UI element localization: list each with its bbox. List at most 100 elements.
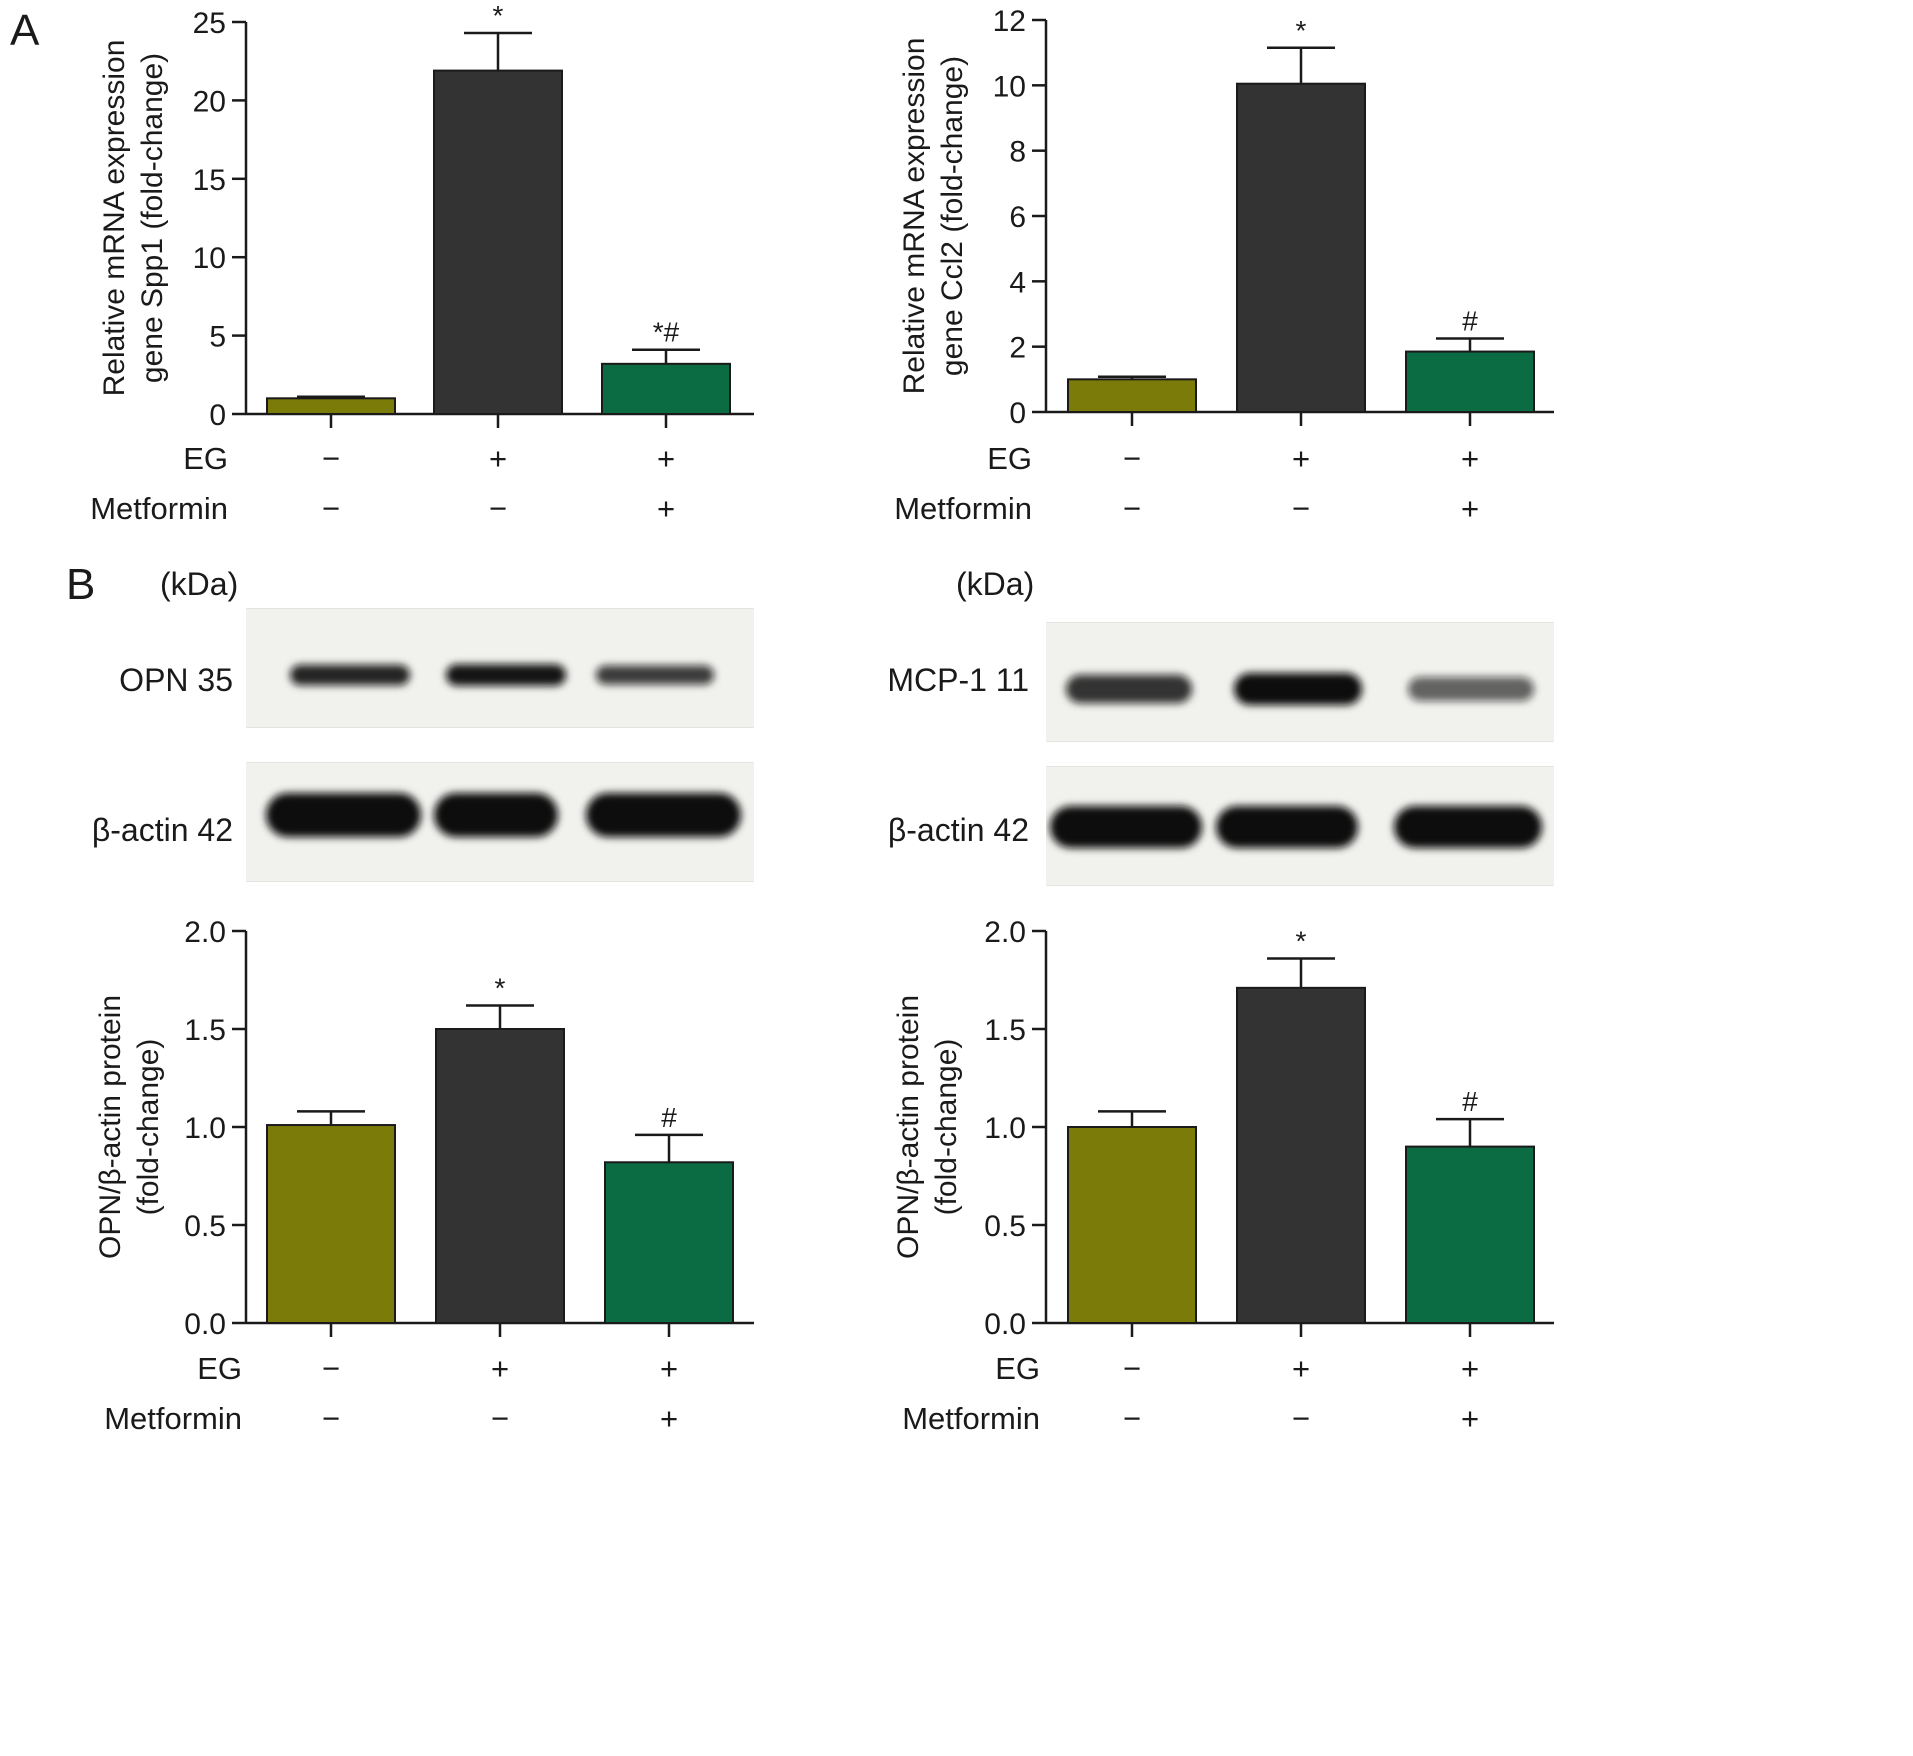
chart-3: 0.0 0.5 1.0 1.5 2.0 OPN/β-actin protein (fold-… <box>94 916 754 1436</box>
opn-bands <box>290 664 714 686</box>
bar-control <box>1067 1126 1197 1324</box>
condition-row-label: EG <box>987 441 1032 476</box>
condition-symbol: − <box>489 491 507 526</box>
y-tick-label: 12 <box>993 5 1026 38</box>
y-tick-label: 1.5 <box>184 1014 226 1047</box>
condition-row-label: EG <box>995 1351 1040 1386</box>
opn-blot-strip <box>246 608 754 728</box>
y-tick-label: 0.5 <box>984 1210 1026 1243</box>
mcp1-actin-blot-strip <box>1046 766 1554 886</box>
blot-band <box>1234 673 1362 705</box>
significance-mark: # <box>1462 306 1478 337</box>
blot-band <box>266 793 421 837</box>
y-tick-label: 25 <box>193 7 226 40</box>
blot-band <box>1394 806 1542 848</box>
chart-2: 0 2 4 6 8 10 12 Relative mRNA expression gene Cc… <box>894 5 1554 526</box>
y-tick-label: 1.0 <box>984 1112 1026 1145</box>
condition-symbol: − <box>1123 1401 1141 1436</box>
blot-band <box>586 793 741 837</box>
condition-symbol: + <box>1461 1401 1479 1436</box>
condition-symbol: − <box>322 491 340 526</box>
condition-symbol: + <box>1292 1351 1310 1386</box>
mcp1-blot-label: MCP-1 11 <box>887 662 1029 698</box>
kda-label-right: (kDa) <box>956 566 1035 602</box>
condition-symbol: − <box>491 1401 509 1436</box>
significance-mark: * <box>1296 15 1307 46</box>
y-axis-label: Relative mRNA expression <box>98 40 131 397</box>
condition-symbol: + <box>1461 441 1479 476</box>
blot-band <box>446 664 566 686</box>
condition-symbol: − <box>1292 1401 1310 1436</box>
blot-band <box>1050 806 1202 848</box>
opn-actin-blot-label: β-actin 42 <box>91 812 233 848</box>
condition-symbol: + <box>657 441 675 476</box>
condition-symbol: + <box>1292 441 1310 476</box>
y-tick-label: 8 <box>1009 136 1026 169</box>
significance-mark: # <box>1462 1086 1478 1117</box>
y-tick-label: 1.5 <box>984 1014 1026 1047</box>
blot-band <box>1066 674 1192 704</box>
y-tick-label: 0.0 <box>984 1308 1026 1341</box>
opn-actin-blot-strip <box>246 762 754 882</box>
y-tick-label: 2 <box>1009 332 1026 365</box>
opn-actin-bands <box>266 793 741 837</box>
y-tick-label: 10 <box>993 70 1026 103</box>
y-axis-label: (fold-change) <box>930 1039 963 1216</box>
condition-symbol: + <box>660 1351 678 1386</box>
blot-band <box>290 664 410 686</box>
y-axis-label: gene Spp1 (fold-change) <box>136 53 169 383</box>
bar-eg_metformin <box>601 362 731 416</box>
bar-control <box>266 397 396 416</box>
mcp1-actin-blot-label: β-actin 42 <box>887 812 1029 848</box>
chart-4: 0.0 0.5 1.0 1.5 2.0 OPN/β-actin protein (fold-… <box>892 916 1554 1436</box>
condition-symbol: + <box>491 1351 509 1386</box>
condition-symbol: − <box>322 1351 340 1386</box>
blot-band <box>434 793 558 837</box>
bar-eg <box>1236 986 1366 1325</box>
y-tick-label: 4 <box>1009 266 1026 299</box>
significance-mark: # <box>661 1102 677 1133</box>
condition-symbol: − <box>1123 491 1141 526</box>
bar-control <box>266 1124 396 1325</box>
blot-band <box>596 665 714 685</box>
y-tick-label: 5 <box>209 321 226 354</box>
condition-row-label: EG <box>197 1351 242 1386</box>
condition-symbol: + <box>660 1401 678 1436</box>
condition-row-label: Metformin <box>902 1401 1040 1436</box>
bar-control <box>1067 378 1197 414</box>
y-tick-label: 10 <box>193 242 226 275</box>
chart-1: 0 5 10 15 20 25 Relative mRNA expression gene S… <box>90 0 754 526</box>
y-axis-label: (fold-change) <box>132 1039 165 1216</box>
bar-eg_metformin <box>604 1161 734 1325</box>
y-tick-label: 1.0 <box>184 1112 226 1145</box>
y-axis-label: gene Ccl2 (fold-change) <box>936 56 969 376</box>
y-tick-label: 0 <box>209 399 226 432</box>
mcp1-bands <box>1066 673 1534 705</box>
condition-symbol: + <box>489 441 507 476</box>
bar-eg <box>435 1028 565 1324</box>
y-tick-label: 0.5 <box>184 1210 226 1243</box>
bar-eg <box>433 69 563 415</box>
y-tick-label: 2.0 <box>184 916 226 949</box>
blot-band <box>1216 806 1358 848</box>
significance-mark: * <box>1296 925 1307 956</box>
kda-label-left: (kDa) <box>160 566 239 602</box>
y-tick-label: 20 <box>193 85 226 118</box>
condition-symbol: − <box>322 441 340 476</box>
blot-band <box>1408 676 1534 702</box>
condition-symbol: + <box>1461 1351 1479 1386</box>
significance-mark: * <box>495 972 506 1003</box>
mcp1-actin-bands <box>1050 806 1542 848</box>
condition-symbol: − <box>1123 1351 1141 1386</box>
y-axis-label: OPN/β-actin protein <box>892 995 925 1259</box>
panel-label-a: A <box>10 6 40 55</box>
y-tick-label: 0 <box>1009 397 1026 430</box>
panel-label-b: B <box>66 560 96 609</box>
condition-row-label: EG <box>183 441 228 476</box>
bar-eg_metformin <box>1405 350 1535 414</box>
y-tick-label: 2.0 <box>984 916 1026 949</box>
significance-mark: *# <box>653 317 680 348</box>
y-tick-label: 0.0 <box>184 1308 226 1341</box>
y-tick-label: 6 <box>1009 201 1026 234</box>
